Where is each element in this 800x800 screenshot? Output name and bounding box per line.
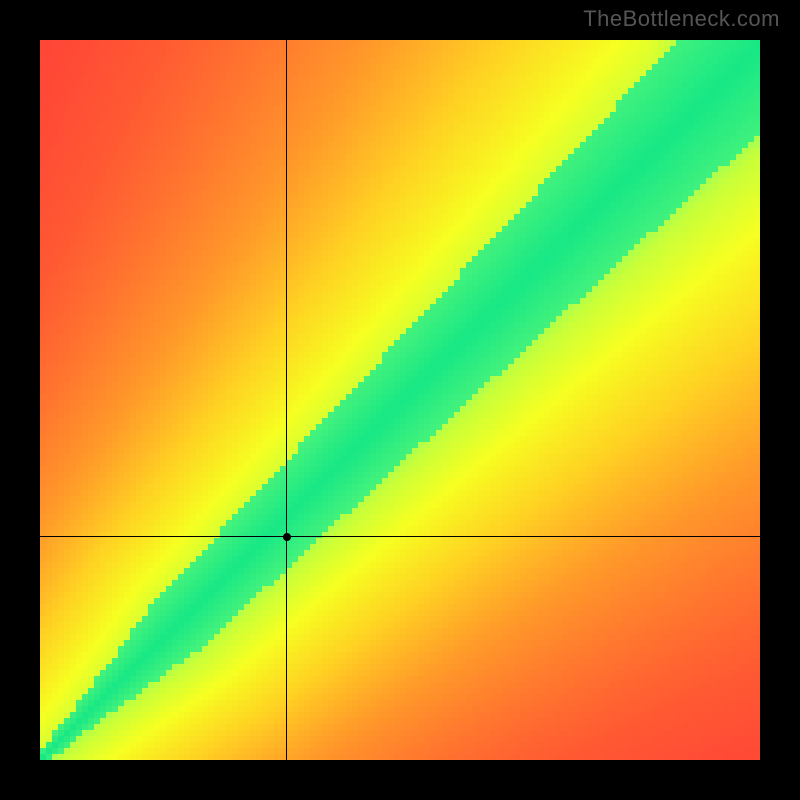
crosshair-vertical bbox=[286, 40, 287, 760]
chart-container: TheBottleneck.com bbox=[0, 0, 800, 800]
crosshair-horizontal bbox=[40, 536, 760, 537]
heatmap-canvas bbox=[40, 40, 760, 760]
watermark-text: TheBottleneck.com bbox=[583, 6, 780, 32]
data-point-marker bbox=[283, 533, 291, 541]
